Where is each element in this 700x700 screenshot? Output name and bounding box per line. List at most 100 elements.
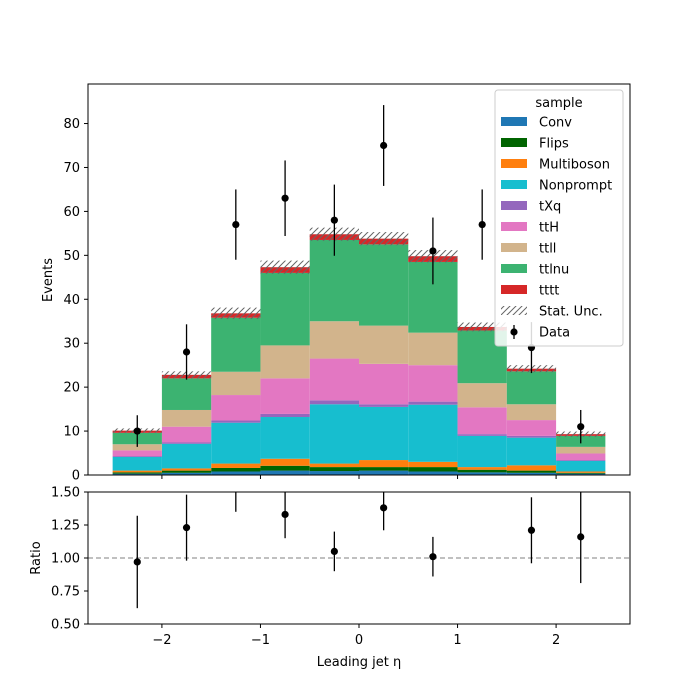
bar-conv: [309, 471, 359, 475]
ratio-y-tick-label: 1.25: [51, 519, 80, 534]
bar-conv: [457, 472, 507, 475]
data-point: [577, 423, 585, 431]
bar-ttll: [457, 383, 507, 408]
bar-tth: [260, 378, 310, 414]
bar-flips: [260, 465, 310, 471]
y-tick-label: 30: [63, 337, 80, 352]
bar-conv: [112, 473, 162, 475]
ratio-point: [330, 547, 338, 556]
ratio-y-axis-label: Ratio: [29, 541, 44, 574]
bar-ttlnu: [359, 244, 409, 326]
ratio-y-tick-label: 1.50: [51, 486, 80, 501]
bar-ttlnu: [211, 317, 261, 372]
ratio-point: [527, 526, 536, 534]
bar-flips: [359, 467, 409, 471]
legend-swatch-txq: [501, 201, 527, 210]
legend-label-ttlnu: ttlnu: [539, 263, 569, 278]
legend-label-data: Data: [539, 326, 570, 341]
bar-flips: [211, 467, 261, 472]
legend-label-nonprompt: Nonprompt: [539, 179, 612, 194]
bar-txq: [161, 442, 212, 444]
legend-label-multiboson: Multiboson: [539, 158, 610, 173]
bar-tth: [506, 420, 557, 436]
legend-label-stat-unc: Stat. Unc.: [539, 305, 603, 320]
x-tick-label: 1: [453, 633, 461, 648]
bar-multiboson: [457, 467, 507, 470]
y-tick-label: 80: [63, 117, 80, 132]
legend-swatch-multiboson: [501, 159, 527, 168]
bar-tth: [457, 407, 507, 435]
bar-multiboson: [506, 465, 557, 471]
bar-ttll: [408, 332, 458, 366]
bar-flips: [112, 472, 162, 474]
bar-nonprompt: [556, 460, 606, 472]
y-tick-label: 10: [63, 425, 80, 440]
ratio-y-tick-label: 0.50: [51, 618, 80, 633]
legend-swatch-tth: [501, 222, 527, 231]
bar-ttlnu: [260, 272, 310, 346]
x-tick-label: 0: [355, 633, 363, 648]
ratio-x-axis: −2 −1 0 1 2: [152, 624, 560, 648]
ratio-point: [577, 533, 585, 541]
ratio-point: [380, 504, 388, 512]
bar-ttlnu: [506, 371, 557, 405]
ratio-point: [133, 558, 141, 566]
legend-label-ttll: ttll: [539, 242, 556, 257]
legend-swatch-ttll: [501, 243, 527, 252]
bar-txq: [457, 434, 507, 436]
bar-conv: [211, 471, 261, 475]
bar-tth: [556, 453, 606, 461]
bar-nonprompt: [161, 443, 212, 469]
ratio-y-tick-label: 0.75: [51, 585, 80, 600]
x-tick-label: −2: [152, 633, 171, 648]
legend-swatch-stat-unc: [501, 306, 527, 315]
legend-swatch-flips: [501, 138, 527, 147]
bar-txq: [408, 401, 458, 405]
stat-unc-band: [457, 322, 507, 332]
bar-nonprompt: [211, 422, 261, 464]
bar-nonprompt: [260, 417, 310, 459]
bar-conv: [408, 471, 458, 475]
legend-label-flips: Flips: [539, 137, 569, 152]
bar-tth: [211, 395, 261, 421]
bar-multiboson: [161, 468, 212, 471]
data-point: [429, 247, 437, 255]
bar-flips: [457, 469, 507, 473]
y-tick-label: 0: [72, 469, 80, 484]
bar-tth: [359, 363, 409, 405]
bar-nonprompt: [457, 435, 507, 468]
legend-frame: [494, 89, 624, 347]
bar-ttll: [211, 371, 261, 396]
data-point: [182, 348, 191, 356]
x-tick-label: 2: [552, 633, 560, 648]
legend-swatch-nonprompt: [501, 180, 527, 189]
y-tick-label: 70: [63, 161, 80, 176]
data-point: [330, 216, 338, 224]
stacked-histogram: [112, 234, 606, 475]
data-point: [133, 427, 141, 435]
ratio-point: [281, 510, 289, 519]
bar-ttll: [161, 409, 212, 427]
x-tick-label: −1: [251, 633, 270, 648]
bar-multiboson: [309, 463, 359, 468]
bar-txq: [260, 413, 310, 418]
bar-txq: [112, 456, 162, 457]
data-point: [380, 141, 388, 150]
main-y-axis: 0 10 20 30 40 50 60 70 80: [63, 117, 88, 484]
legend-data-marker: [510, 328, 518, 336]
legend-label-tth: ttH: [539, 221, 559, 236]
bar-ttll: [506, 404, 557, 421]
ratio-y-axis: 0.50 0.75 1.00 1.25 1.50: [51, 486, 88, 633]
data-point: [478, 220, 486, 229]
legend-label-txq: tXq: [539, 200, 561, 215]
bar-conv: [556, 473, 606, 475]
data-point: [281, 194, 289, 202]
bar-conv: [161, 472, 212, 475]
bar-txq: [359, 404, 409, 407]
bar-txq: [556, 460, 606, 461]
bar-ttll: [309, 321, 359, 359]
main-plot: 0 10 20 30 40 50 60 70 80 Events: [41, 83, 631, 484]
bar-flips: [556, 472, 606, 474]
ratio-point: [429, 553, 437, 561]
